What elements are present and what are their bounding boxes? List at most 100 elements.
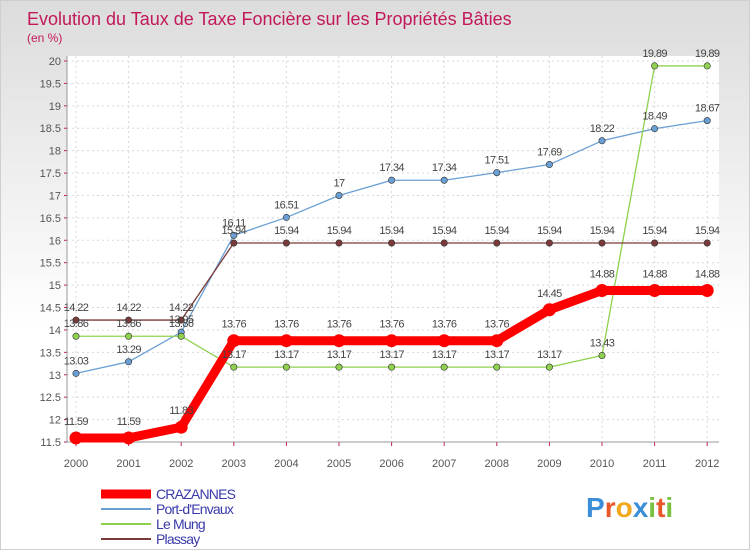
data-label: 13.17 (222, 349, 247, 361)
series-lines (69, 62, 714, 445)
data-point (440, 176, 448, 184)
data-point (332, 334, 346, 348)
data-point (279, 334, 293, 348)
legend-item: Port-d'Envaux (101, 501, 235, 517)
data-label: 16.51 (274, 199, 299, 211)
x-tick-label: 2012 (695, 458, 719, 470)
data-point (335, 191, 343, 199)
y-tick-label: 11.5 (40, 437, 61, 449)
logo-letter: i (665, 492, 673, 523)
data-point (545, 161, 553, 169)
data-label: 14.88 (642, 268, 667, 280)
data-point (227, 334, 241, 348)
data-label: 14.45 (537, 288, 562, 300)
data-label: 13.86 (116, 318, 141, 330)
data-label: 15.94 (642, 225, 667, 237)
x-tick-label: 2010 (590, 458, 614, 470)
data-label: 15.94 (379, 225, 404, 237)
legend-label: CRAZANNES (156, 486, 236, 502)
data-label: 11.83 (169, 405, 193, 417)
legend-label: Port-d'Envaux (156, 501, 234, 517)
data-point (388, 239, 396, 247)
data-point (703, 117, 711, 125)
data-label: 17.34 (379, 162, 404, 174)
data-label: 13.17 (537, 349, 562, 361)
data-label: 19.89 (642, 48, 667, 60)
x-tick-label: 2002 (169, 458, 193, 470)
data-point (542, 303, 556, 317)
y-tick-label: 12 (49, 415, 61, 427)
x-tick-label: 2006 (379, 458, 403, 470)
legend-item: CRAZANNES (101, 486, 236, 502)
data-label: 18.22 (590, 123, 615, 135)
data-point (72, 369, 80, 377)
data-point (595, 283, 609, 297)
x-tick-label: 2011 (643, 458, 667, 470)
y-tick-label: 16.5 (40, 213, 61, 225)
data-point (703, 239, 711, 247)
data-point (335, 363, 343, 371)
y-tick-label: 17 (49, 190, 61, 202)
data-point (437, 334, 451, 348)
data-label: 13.03 (64, 355, 89, 367)
data-label: 13.76 (432, 319, 457, 331)
data-label: 15.94 (222, 225, 247, 237)
y-tick-label: 20 (49, 56, 61, 68)
data-point (388, 176, 396, 184)
logo-letter: r (605, 492, 616, 523)
data-point (230, 239, 238, 247)
data-label: 19.89 (695, 48, 720, 60)
data-point (490, 334, 504, 348)
data-label: 13.17 (327, 349, 352, 361)
data-point (651, 62, 659, 70)
y-tick-label: 16 (49, 235, 61, 247)
data-point (703, 62, 711, 70)
data-label: 14.88 (695, 268, 720, 280)
data-point (385, 334, 399, 348)
data-point (72, 316, 80, 324)
series-port-d-envaux (72, 117, 711, 377)
data-point (125, 316, 133, 324)
legend-item: Plassay (101, 531, 201, 547)
logo-letter: t (656, 492, 665, 523)
data-label: 13.76 (485, 319, 510, 331)
data-point (125, 358, 133, 366)
data-point (282, 213, 290, 221)
data-point (598, 137, 606, 145)
data-point (282, 363, 290, 371)
data-label: 17.34 (432, 162, 457, 174)
legend-label: Le Mung (156, 516, 205, 532)
data-label: 17.51 (485, 155, 510, 167)
data-point (493, 239, 501, 247)
data-label: 13.17 (274, 349, 299, 361)
data-label: 13.76 (222, 319, 247, 331)
data-label: 13.17 (485, 349, 510, 361)
y-tick-label: 15 (49, 280, 61, 292)
series-le-mung (72, 62, 711, 371)
data-label: 13.17 (379, 349, 404, 361)
x-tick-label: 2007 (432, 458, 456, 470)
data-point (72, 332, 80, 340)
data-label: 13.76 (379, 319, 404, 331)
data-point (493, 363, 501, 371)
data-point (700, 283, 714, 297)
logo-letter: i (648, 492, 656, 523)
data-point (230, 231, 238, 239)
data-point (440, 363, 448, 371)
y-tick-label: 18 (49, 146, 61, 158)
logo-text: Proxiti (586, 492, 673, 523)
data-point (651, 239, 659, 247)
data-label: 15.94 (590, 225, 615, 237)
chart-title: Evolution du Taux de Taxe Foncière sur l… (27, 9, 512, 29)
legend-label: Plassay (156, 531, 200, 547)
data-label: 13.76 (274, 319, 299, 331)
y-tick-label: 14.5 (40, 303, 61, 315)
x-tick-label: 2005 (327, 458, 351, 470)
series-plassay (72, 239, 711, 324)
data-label: 13.86 (169, 318, 194, 330)
data-label: 17.69 (537, 147, 562, 159)
y-tick-label: 13.5 (40, 347, 61, 359)
x-tick-label: 2001 (116, 458, 140, 470)
